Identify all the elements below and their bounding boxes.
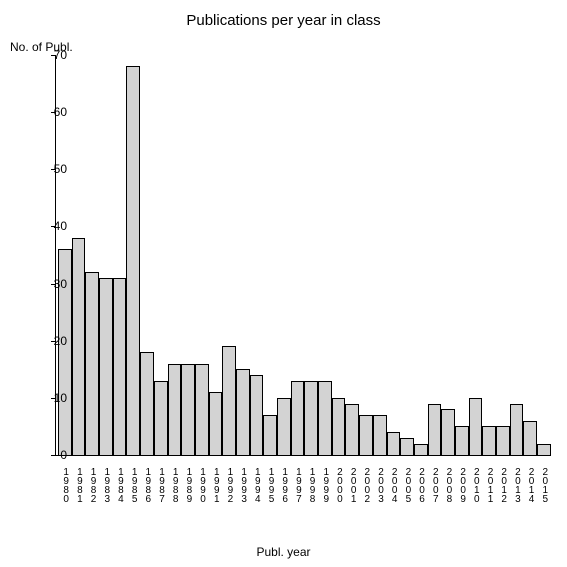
x-tick-label: 2000 <box>331 458 345 510</box>
x-tick-label: 1987 <box>153 458 167 510</box>
x-tick-label: 1984 <box>112 458 126 510</box>
x-tick-label: 1980 <box>57 458 71 510</box>
y-tick-label: 20 <box>37 334 67 348</box>
x-tick-label: 2001 <box>344 458 358 510</box>
bar <box>263 415 277 455</box>
x-tick-label: 2002 <box>358 458 372 510</box>
x-tick-label: 1996 <box>276 458 290 510</box>
y-tick-label: 30 <box>37 277 67 291</box>
chart-title: Publications per year in class <box>0 12 567 29</box>
bar <box>250 375 264 455</box>
bar <box>441 409 455 455</box>
x-tick-label: 2007 <box>427 458 441 510</box>
bar <box>209 392 223 455</box>
x-tick-label: 2003 <box>372 458 386 510</box>
x-tick-label: 1999 <box>317 458 331 510</box>
bar <box>304 381 318 455</box>
bar <box>318 381 332 455</box>
x-tick-label: 2014 <box>522 458 536 510</box>
bar <box>85 272 99 455</box>
chart-container: Publications per year in class No. of Pu… <box>0 0 567 567</box>
x-tick-label: 2015 <box>536 458 550 510</box>
x-tick-label: 1992 <box>221 458 235 510</box>
bars-group <box>56 55 551 455</box>
x-tick-label: 1993 <box>235 458 249 510</box>
bar <box>387 432 401 455</box>
bar <box>373 415 387 455</box>
x-labels-group: 1980198119821983198419851986198719881989… <box>55 458 550 510</box>
x-tick-label: 2010 <box>468 458 482 510</box>
bar <box>400 438 414 455</box>
bar <box>482 426 496 455</box>
x-tick-label: 1982 <box>84 458 98 510</box>
x-tick-label: 2009 <box>454 458 468 510</box>
x-tick-label: 2005 <box>399 458 413 510</box>
x-tick-label: 1988 <box>167 458 181 510</box>
bar <box>72 238 86 455</box>
y-tick-label: 50 <box>37 162 67 176</box>
bar <box>222 346 236 455</box>
x-tick-label: 1990 <box>194 458 208 510</box>
bar <box>496 426 510 455</box>
bar <box>469 398 483 455</box>
bar <box>181 364 195 455</box>
x-tick-label: 1985 <box>125 458 139 510</box>
x-tick-label: 2004 <box>386 458 400 510</box>
bar <box>455 426 469 455</box>
x-tick-label: 1986 <box>139 458 153 510</box>
x-tick-label: 1981 <box>71 458 85 510</box>
bar <box>345 404 359 455</box>
x-tick-label: 1991 <box>208 458 222 510</box>
x-axis-label: Publ. year <box>0 545 567 559</box>
x-tick-label: 1983 <box>98 458 112 510</box>
y-tick-label: 40 <box>37 219 67 233</box>
x-tick-label: 2008 <box>440 458 454 510</box>
bar <box>277 398 291 455</box>
x-tick-label: 2013 <box>509 458 523 510</box>
x-tick-label: 1998 <box>303 458 317 510</box>
bar <box>140 352 154 455</box>
bar <box>154 381 168 455</box>
bar <box>414 444 428 455</box>
bar <box>168 364 182 455</box>
bar <box>428 404 442 455</box>
x-tick-label: 1997 <box>290 458 304 510</box>
x-tick-label: 1995 <box>262 458 276 510</box>
bar <box>195 364 209 455</box>
plot-area <box>55 55 551 456</box>
bar <box>510 404 524 455</box>
bar <box>126 66 140 455</box>
bar <box>236 369 250 455</box>
y-tick-label: 10 <box>37 391 67 405</box>
y-tick-label: 60 <box>37 105 67 119</box>
bar <box>113 278 127 455</box>
bar <box>359 415 373 455</box>
x-tick-label: 2006 <box>413 458 427 510</box>
bar <box>99 278 113 455</box>
x-tick-label: 2011 <box>481 458 495 510</box>
bar <box>291 381 305 455</box>
x-tick-label: 1994 <box>249 458 263 510</box>
x-tick-label: 1989 <box>180 458 194 510</box>
bar <box>523 421 537 455</box>
bar <box>332 398 346 455</box>
x-tick-label: 2012 <box>495 458 509 510</box>
bar <box>537 444 551 455</box>
y-tick-label: 70 <box>37 48 67 62</box>
